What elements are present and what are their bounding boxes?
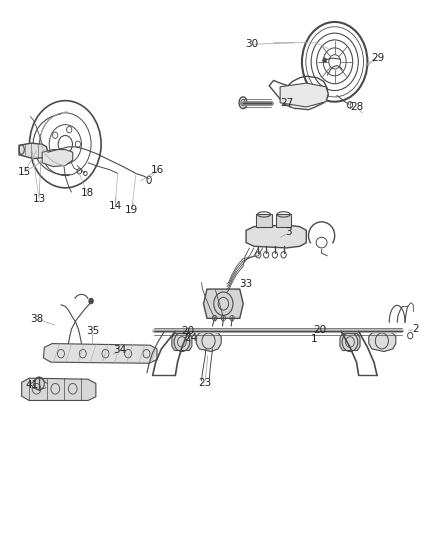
Text: 34: 34	[113, 345, 126, 356]
Text: 1: 1	[311, 334, 318, 344]
Text: 13: 13	[32, 194, 46, 204]
Text: 3: 3	[286, 228, 292, 238]
Text: 15: 15	[18, 167, 32, 177]
Text: 35: 35	[86, 326, 99, 336]
Text: 29: 29	[372, 53, 385, 62]
Polygon shape	[172, 334, 192, 351]
Text: 14: 14	[109, 201, 122, 212]
Text: 28: 28	[350, 102, 363, 112]
Polygon shape	[256, 214, 272, 227]
Polygon shape	[196, 332, 221, 352]
Text: 19: 19	[125, 205, 138, 215]
Text: 23: 23	[198, 378, 212, 389]
Polygon shape	[19, 143, 48, 159]
Polygon shape	[42, 150, 73, 166]
Text: 30: 30	[245, 39, 258, 49]
Polygon shape	[340, 334, 360, 351]
Text: 41: 41	[25, 380, 39, 390]
Polygon shape	[369, 332, 396, 352]
Polygon shape	[276, 214, 291, 227]
Polygon shape	[280, 83, 328, 107]
Text: 33: 33	[240, 279, 253, 288]
Text: 2: 2	[412, 324, 419, 334]
Text: 24: 24	[184, 333, 197, 343]
Polygon shape	[204, 289, 243, 318]
Text: 18: 18	[81, 188, 94, 198]
Text: 38: 38	[30, 313, 43, 324]
Polygon shape	[43, 344, 157, 364]
Polygon shape	[246, 225, 306, 248]
Circle shape	[89, 298, 93, 304]
Text: 27: 27	[280, 98, 293, 108]
Text: 20: 20	[313, 325, 326, 335]
Polygon shape	[21, 378, 96, 400]
Circle shape	[323, 58, 326, 62]
Text: 16: 16	[151, 165, 165, 175]
Text: 20: 20	[181, 326, 194, 336]
